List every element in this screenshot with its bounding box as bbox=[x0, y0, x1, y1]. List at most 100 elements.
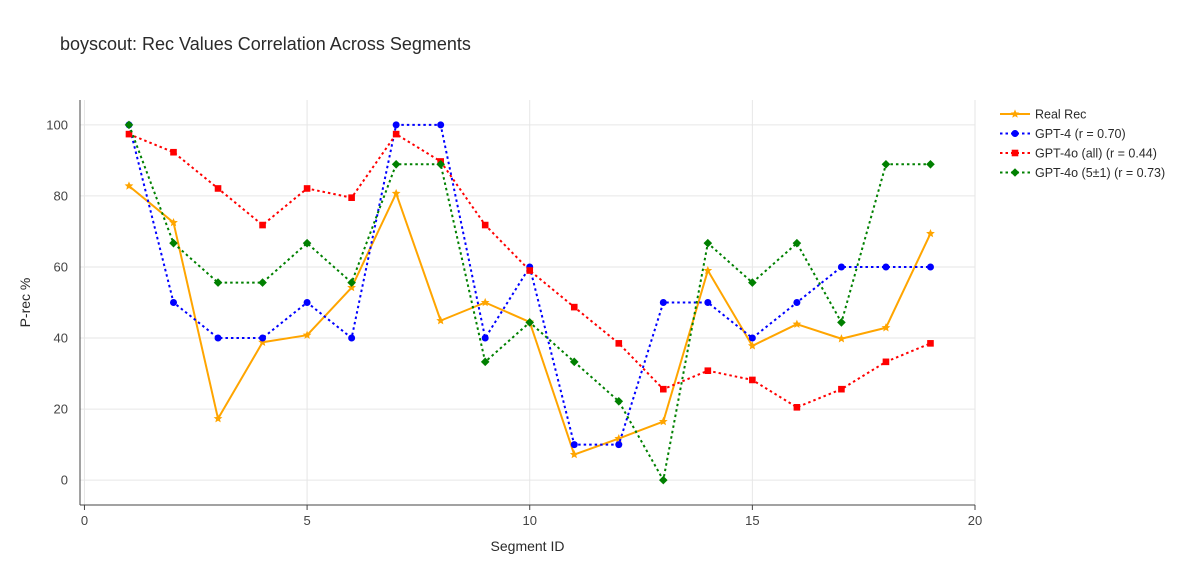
legend-item[interactable]: Real Rec bbox=[1000, 107, 1086, 121]
legend-label: GPT-4o (5±1) (r = 0.73) bbox=[1035, 166, 1165, 180]
legend-label: GPT-4 (r = 0.70) bbox=[1035, 127, 1126, 141]
data-point bbox=[169, 217, 178, 227]
data-point bbox=[792, 238, 802, 248]
data-point bbox=[927, 340, 934, 347]
data-point bbox=[926, 263, 934, 271]
data-point bbox=[525, 318, 535, 327]
x-tick-label: 20 bbox=[968, 513, 982, 528]
data-point bbox=[258, 337, 267, 347]
legend-swatch-marker bbox=[1011, 149, 1019, 157]
x-tick-label: 0 bbox=[81, 513, 88, 528]
data-point bbox=[882, 358, 890, 366]
data-point bbox=[437, 121, 445, 129]
data-point bbox=[259, 334, 267, 342]
legend-swatch-marker bbox=[1011, 130, 1019, 137]
chart-title: boyscout: Rec Values Correlation Across … bbox=[60, 34, 471, 54]
data-point bbox=[125, 130, 133, 138]
data-point bbox=[436, 316, 446, 325]
data-point bbox=[615, 441, 623, 449]
x-tick-label: 15 bbox=[745, 513, 759, 528]
data-point bbox=[570, 441, 578, 449]
data-point bbox=[480, 357, 490, 367]
legend-label: GPT-4o (all) (r = 0.44) bbox=[1035, 146, 1157, 160]
y-tick-label: 0 bbox=[61, 473, 68, 488]
series bbox=[124, 120, 935, 485]
data-point bbox=[258, 278, 267, 287]
y-tick-label: 20 bbox=[54, 402, 68, 417]
series-3 bbox=[124, 120, 935, 485]
x-tick-label: 5 bbox=[303, 513, 310, 528]
data-point bbox=[570, 303, 578, 311]
data-point bbox=[481, 221, 489, 229]
data-point bbox=[480, 297, 490, 307]
data-point bbox=[348, 194, 355, 201]
data-point bbox=[748, 334, 756, 342]
data-point bbox=[615, 340, 623, 347]
data-point bbox=[703, 265, 713, 275]
data-point bbox=[124, 120, 134, 130]
data-point bbox=[392, 130, 400, 138]
data-point bbox=[703, 238, 713, 248]
data-point bbox=[124, 181, 134, 190]
data-point bbox=[347, 282, 356, 292]
data-point bbox=[926, 228, 935, 238]
legend-label: Real Rec bbox=[1035, 107, 1086, 121]
data-point bbox=[391, 188, 401, 198]
legend-item[interactable]: GPT-4 (r = 0.70) bbox=[1000, 127, 1126, 141]
data-point bbox=[302, 238, 312, 248]
data-point bbox=[882, 263, 890, 271]
legend-item[interactable]: GPT-4o (all) (r = 0.44) bbox=[1000, 146, 1157, 160]
data-point bbox=[347, 278, 356, 287]
data-point bbox=[793, 404, 801, 411]
data-point bbox=[213, 278, 223, 287]
data-point bbox=[793, 299, 801, 306]
ticks: 0 20 40 60 80 100 0 5 10 15 20 bbox=[46, 117, 982, 528]
y-tick-label: 60 bbox=[54, 259, 68, 274]
data-point bbox=[214, 185, 222, 192]
data-point bbox=[704, 299, 712, 306]
axes bbox=[79, 100, 975, 506]
data-point bbox=[614, 396, 624, 406]
data-point bbox=[659, 299, 667, 306]
data-point bbox=[749, 376, 756, 384]
data-point bbox=[838, 385, 845, 393]
data-point bbox=[526, 267, 534, 274]
data-point bbox=[348, 334, 356, 342]
data-point bbox=[392, 121, 400, 129]
grid bbox=[80, 100, 976, 505]
data-point bbox=[704, 367, 712, 375]
y-tick-label: 80 bbox=[54, 188, 68, 203]
x-tick-label: 10 bbox=[522, 513, 536, 528]
data-point bbox=[303, 299, 311, 306]
data-point bbox=[481, 334, 489, 342]
data-point bbox=[213, 414, 223, 423]
data-point bbox=[569, 357, 579, 367]
data-point bbox=[660, 385, 667, 393]
x-axis-label: Segment ID bbox=[491, 538, 565, 554]
data-point bbox=[881, 160, 891, 169]
data-point bbox=[302, 330, 312, 339]
data-point bbox=[214, 334, 222, 342]
y-tick-label: 100 bbox=[46, 117, 68, 132]
data-point bbox=[303, 185, 311, 192]
data-point bbox=[169, 238, 178, 248]
data-point bbox=[837, 334, 846, 343]
data-point bbox=[837, 263, 845, 271]
legend-swatch-marker bbox=[1010, 109, 1020, 118]
legend-item[interactable]: GPT-4o (5±1) (r = 0.73) bbox=[1000, 166, 1165, 180]
data-point bbox=[792, 319, 802, 328]
data-point bbox=[170, 299, 178, 306]
data-point bbox=[569, 449, 579, 459]
series-1 bbox=[125, 121, 934, 449]
data-point bbox=[837, 318, 846, 327]
data-point bbox=[659, 475, 668, 485]
data-point bbox=[436, 160, 445, 169]
legend[interactable]: Real Rec GPT-4 (r = 0.70) GPT-4o (all) (r … bbox=[1000, 107, 1165, 180]
data-point bbox=[747, 341, 757, 350]
y-axis-label: P-rec % bbox=[17, 278, 33, 328]
data-point bbox=[748, 278, 757, 287]
data-point bbox=[170, 148, 177, 156]
data-point bbox=[391, 160, 401, 169]
